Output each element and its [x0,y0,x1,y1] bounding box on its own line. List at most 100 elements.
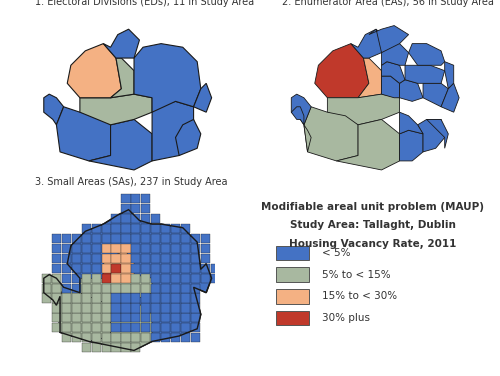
Polygon shape [44,94,64,125]
Bar [52,244,61,253]
Bar [82,303,91,312]
Polygon shape [328,94,400,125]
Bar [112,274,120,283]
Text: 1. Electoral Divisions (EDs), 11 in Study Area: 1. Electoral Divisions (EDs), 11 in Stud… [35,0,254,7]
Bar [102,284,110,293]
Bar [92,303,100,312]
Bar [151,234,160,243]
Text: < 5%: < 5% [322,248,350,258]
Polygon shape [405,65,444,83]
Bar [42,284,51,293]
Bar [92,333,100,342]
Bar [210,274,220,283]
Bar [171,303,180,312]
Text: Study Area: Tallaght, Dublin: Study Area: Tallaght, Dublin [290,220,456,230]
Bar [171,224,180,233]
Bar [52,313,61,323]
Bar [52,323,61,332]
Bar [72,333,81,342]
Bar [122,274,130,283]
Bar [122,323,130,332]
Bar [210,264,220,273]
Bar [92,234,100,243]
Bar [122,234,130,243]
Bar [62,303,71,312]
Bar [82,234,91,243]
Bar [92,274,100,283]
Bar [122,313,130,323]
Polygon shape [80,94,152,125]
Bar [141,204,150,213]
Bar [181,224,190,233]
Polygon shape [44,274,64,305]
Bar [92,224,100,233]
Bar [82,323,91,332]
Bar [62,254,71,263]
Bar [171,294,180,303]
Bar [72,323,81,332]
Bar [191,333,200,342]
Bar [171,234,180,243]
Bar [161,234,170,243]
Bar [82,294,91,303]
Bar [112,264,120,273]
Polygon shape [104,271,110,278]
Bar [161,294,170,303]
Bar [112,294,120,303]
Bar [191,264,200,273]
Bar [112,214,120,223]
Bar [92,244,100,253]
Bar [122,204,130,213]
Polygon shape [444,62,454,89]
Polygon shape [408,44,444,65]
Bar [122,264,130,273]
FancyBboxPatch shape [276,289,309,303]
Bar [151,303,160,312]
Bar [42,294,51,303]
Bar [102,224,110,233]
Bar [72,244,81,253]
Bar [132,274,140,283]
Polygon shape [382,44,408,65]
Bar [62,264,71,273]
Polygon shape [89,120,152,170]
Bar [62,284,71,293]
Polygon shape [44,210,211,350]
Bar [92,264,100,273]
Bar [112,343,120,352]
Polygon shape [56,287,110,341]
Bar [132,264,140,273]
Bar [82,313,91,323]
Bar [62,313,71,323]
Bar [171,244,180,253]
Bar [102,254,110,263]
FancyBboxPatch shape [276,267,309,282]
Polygon shape [176,120,201,156]
Bar [161,284,170,293]
Polygon shape [152,102,194,161]
Bar [141,303,150,312]
Polygon shape [400,80,423,102]
Bar [82,333,91,342]
Bar [151,264,160,273]
Bar [191,254,200,263]
Bar [72,303,81,312]
Bar [72,274,81,283]
Bar [171,284,180,293]
Bar [141,194,150,203]
Polygon shape [80,274,152,305]
Bar [191,244,200,253]
Bar [82,343,91,352]
Bar [141,254,150,263]
Bar [82,254,91,263]
Polygon shape [304,107,358,161]
Bar [122,214,130,223]
Bar [191,294,200,303]
Bar [141,274,150,283]
Polygon shape [134,44,201,112]
Bar [171,333,180,342]
Polygon shape [418,120,444,152]
Bar [92,294,100,303]
Bar [112,234,120,243]
Text: 30% plus: 30% plus [322,313,370,323]
